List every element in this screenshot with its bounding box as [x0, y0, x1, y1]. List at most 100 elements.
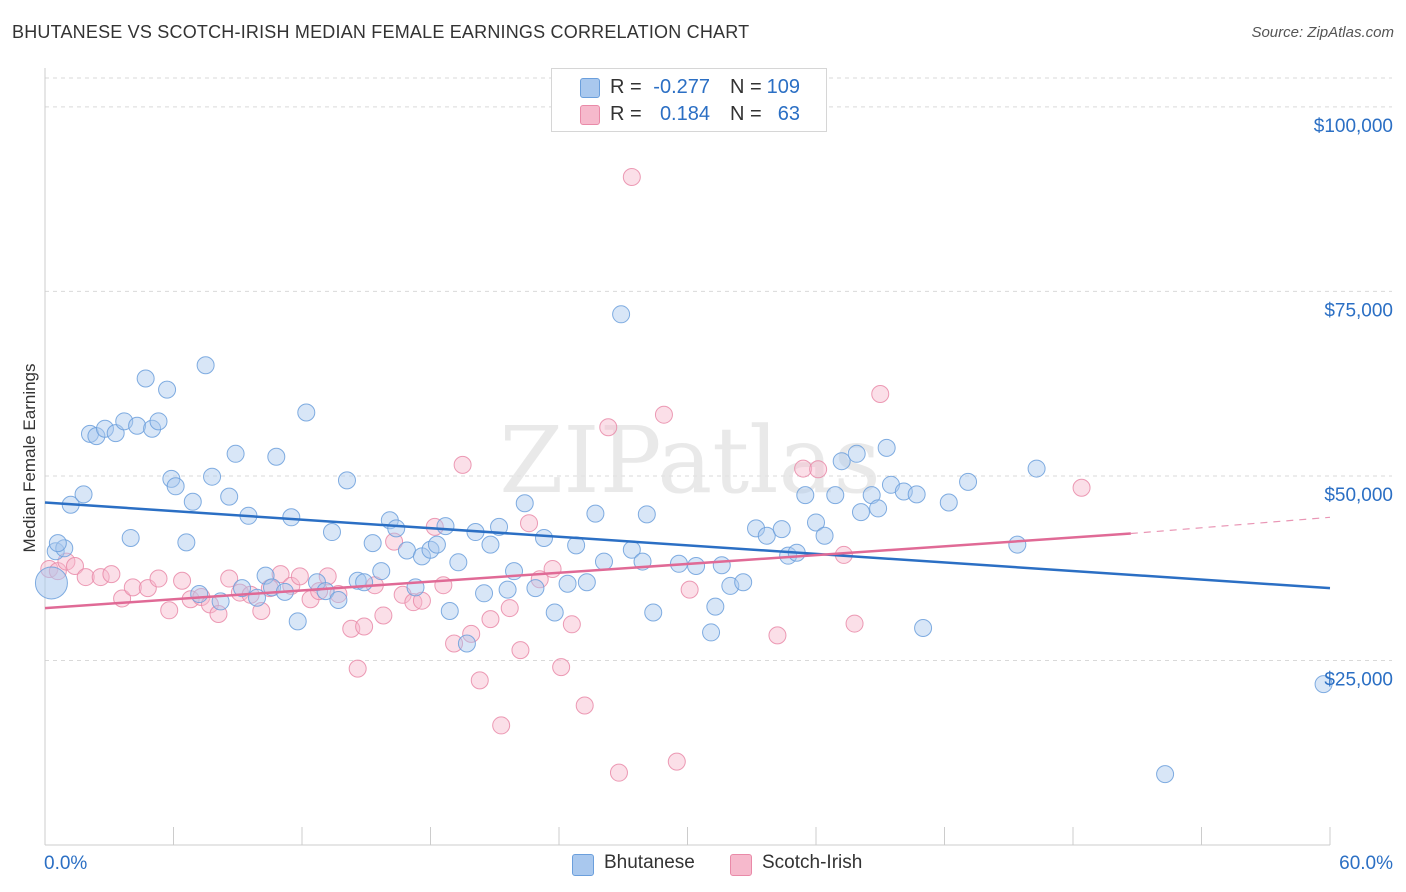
scotch-irish-point-20	[252, 602, 271, 621]
y-tick-label-0: $25,000	[1324, 669, 1393, 690]
legend-swatch-scotch-irish	[580, 105, 600, 125]
scotch-irish-point-42	[462, 624, 481, 643]
bhutanese-point-7	[95, 419, 114, 438]
bhutanese-point-38	[322, 523, 341, 542]
x-tick-label-max: 60.0%	[1339, 853, 1393, 874]
bhutanese-point-105	[1027, 459, 1046, 478]
y-tick-label-1: $50,000	[1324, 485, 1393, 506]
bottom-legend-label: Scotch-Irish	[762, 852, 863, 873]
bhutanese-point-104	[1008, 535, 1027, 554]
bhutanese-point-19	[183, 492, 202, 511]
bhutanese-point-58	[481, 535, 500, 554]
bhutanese-point-35	[297, 403, 316, 422]
bhutanese-point-62	[515, 494, 534, 513]
bhutanese-point-4	[74, 485, 93, 504]
bhutanese-point-64	[535, 528, 554, 547]
legend-r-value: 0.184	[659, 103, 710, 125]
scotch-irish-point-59	[680, 580, 699, 599]
bhutanese-point-14	[149, 412, 168, 431]
scotch-irish-point-41	[453, 455, 472, 474]
scotch-irish-point-4	[76, 568, 95, 587]
bhutanese-point-94	[851, 503, 870, 522]
bhutanese-point-24	[220, 487, 239, 506]
bhutanese-point-53	[440, 602, 459, 621]
scotch-irish-point-40	[445, 634, 464, 653]
bhutanese-point-70	[594, 552, 613, 571]
scotch-irish-point-27	[318, 567, 337, 586]
scotch-irish-point-10	[149, 569, 168, 588]
bhutanese-point-83	[747, 519, 766, 538]
legend-n-label: N =	[730, 76, 762, 98]
scotch-irish-point-44	[481, 610, 500, 629]
bhutanese-point-28	[248, 588, 267, 607]
bhutanese-point-108	[48, 534, 67, 553]
axis-labels: $25,000 $50,000 $75,000 $100,000 0.0% 60.0% Me…	[20, 116, 1393, 874]
bhutanese-point-102	[959, 472, 978, 491]
source-label: Source: ZipAtlas.com	[1251, 24, 1394, 41]
bhutanese-point-60	[498, 580, 517, 599]
bhutanese-point-79	[706, 597, 725, 616]
bhutanese-point-100	[907, 485, 926, 504]
bhutanese-point-18	[177, 533, 196, 552]
axes	[44, 68, 1331, 846]
bhutanese-point-89	[807, 513, 825, 532]
bhutanese-point-107	[1314, 675, 1333, 694]
bhutanese-point-51	[427, 535, 446, 554]
scotch-irish-point-45	[492, 716, 511, 735]
bhutanese-point-96	[869, 499, 888, 518]
scotch-irish-point-22	[271, 565, 290, 584]
bhutanese-point-71	[612, 305, 631, 324]
bhutanese-point-68	[577, 573, 596, 592]
legend-row-scotch-irish: R = 0.184 N = 63	[552, 102, 826, 128]
bhutanese-point-43	[363, 534, 382, 553]
bhutanese-point-46	[387, 519, 406, 538]
bhutanese-point-29	[256, 566, 275, 585]
scotch-irish-point-8	[123, 578, 142, 597]
legend-r-label: R =	[610, 76, 642, 98]
y-tick-label-3: $100,000	[1314, 116, 1393, 137]
bhutanese-point-63	[526, 579, 545, 598]
scotch-irish-point-3	[65, 557, 84, 575]
x-tick-label-min: 0.0%	[44, 853, 87, 874]
legend-r-label: R =	[610, 103, 642, 125]
bhutanese-point-39	[329, 590, 348, 609]
bhutanese-point-78	[702, 623, 721, 642]
bhutanese-point-106	[1156, 765, 1175, 784]
bhutanese-point-103	[914, 619, 933, 637]
scotch-irish-point-47	[511, 641, 530, 660]
bhutanese-point-59	[490, 517, 509, 536]
bhutanese-point-17	[166, 477, 185, 496]
bhutanese-point-42	[355, 573, 374, 592]
bhutanese-point-0	[34, 566, 68, 600]
bhutanese-point-41	[348, 571, 367, 590]
bhutanese-point-93	[847, 444, 866, 463]
scotch-irish-point-12	[173, 571, 192, 590]
scotch-irish-point-31	[355, 617, 374, 636]
bhutanese-point-69	[586, 504, 605, 523]
bhutanese-point-85	[772, 520, 791, 539]
bhutanese-point-55	[457, 634, 476, 653]
bhutanese-point-74	[637, 505, 656, 524]
bhutanese-point-15	[158, 380, 177, 399]
bhutanese-point-40	[337, 471, 356, 490]
bhutanese-point-10	[121, 528, 140, 547]
scotch-irish-point-11	[160, 601, 179, 620]
bhutanese-point-91	[826, 486, 845, 505]
correlation-legend: R = -0.277 N = 109 R = 0.184 N = 63	[551, 68, 827, 132]
bhutanese-point-80	[712, 556, 731, 575]
scotch-irish-point-46	[500, 599, 519, 618]
bhutanese-point-47	[397, 541, 416, 560]
bhutanese-point-12	[136, 369, 155, 388]
scotch-irish-point-54	[599, 418, 618, 437]
watermark: ZIPatlas	[499, 407, 880, 514]
bhutanese-point-52	[436, 517, 455, 536]
scotch-irish-point-30	[348, 659, 367, 678]
scotch-irish-point-26	[310, 582, 329, 601]
scotch-irish-point-60	[768, 626, 787, 645]
bhutanese-point-13	[143, 419, 162, 438]
scotch-irish-point-24	[290, 567, 309, 586]
scotch-irish-point-17	[220, 569, 239, 588]
bottom-legend-swatch-bhutanese	[572, 854, 594, 876]
bhutanese-point-26	[233, 579, 252, 598]
